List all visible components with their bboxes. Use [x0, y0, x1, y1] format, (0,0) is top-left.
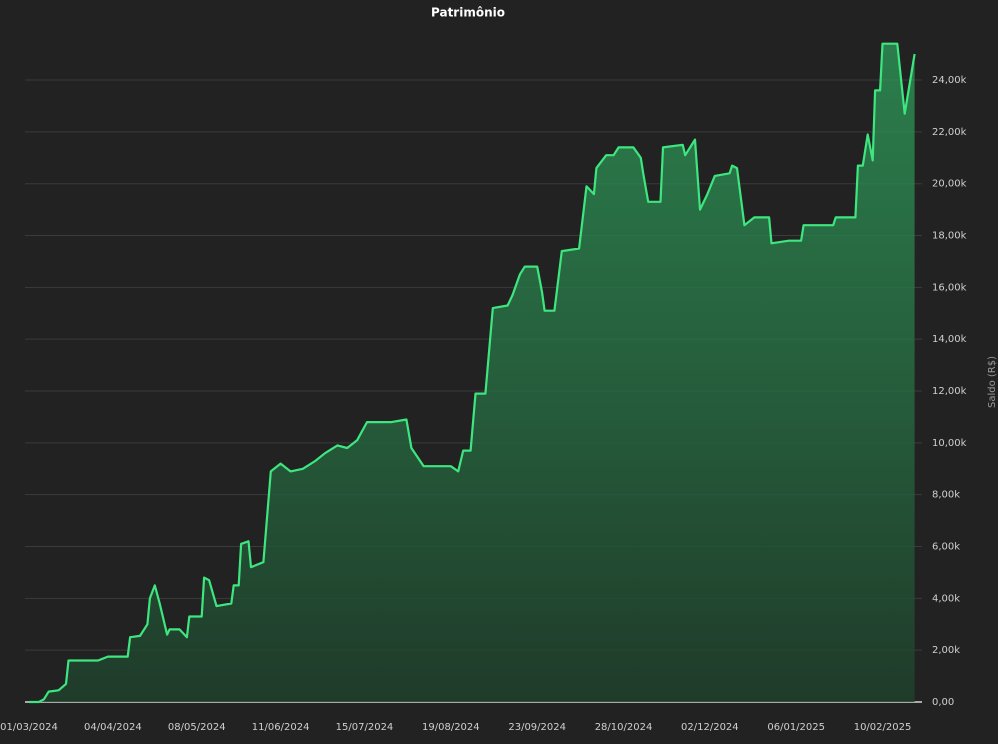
x-tick-label: 11/06/2024 — [252, 722, 310, 733]
x-tick-label: 02/12/2024 — [681, 722, 739, 733]
x-tick-label: 23/09/2024 — [508, 722, 566, 733]
y-tick-label: 10,00k — [932, 438, 967, 449]
x-tick-label: 08/05/2024 — [168, 722, 226, 733]
y-tick-label: 2,00k — [932, 645, 960, 656]
y-tick-label: 12,00k — [932, 386, 967, 397]
y-tick-label: 18,00k — [932, 231, 967, 242]
y-tick-label: 8,00k — [932, 490, 960, 501]
y-tick-label: 16,00k — [932, 282, 967, 293]
y-tick-label: 20,00k — [932, 179, 967, 190]
x-tick-label: 19/08/2024 — [422, 722, 480, 733]
y-tick-label: 6,00k — [932, 542, 960, 553]
x-tick-label: 10/02/2025 — [854, 722, 912, 733]
chart-title: Patrimônio — [431, 6, 505, 20]
area-fill — [29, 43, 915, 702]
x-tick-label: 28/10/2024 — [595, 722, 653, 733]
y-tick-label: 4,00k — [932, 593, 960, 604]
y-tick-label: 0,00 — [932, 697, 954, 708]
y-tick-label: 22,00k — [932, 127, 967, 138]
x-tick-label: 06/01/2025 — [767, 722, 825, 733]
y-tick-label: 24,00k — [932, 75, 967, 86]
x-tick-label: 04/04/2024 — [84, 722, 142, 733]
line — [29, 42, 916, 704]
y-tick-label: 14,00k — [932, 334, 967, 345]
x-tick-label: 15/07/2024 — [336, 722, 394, 733]
y-axis-title: Saldo (R$) — [987, 356, 998, 408]
x-tick-label: 01/03/2024 — [0, 722, 58, 733]
